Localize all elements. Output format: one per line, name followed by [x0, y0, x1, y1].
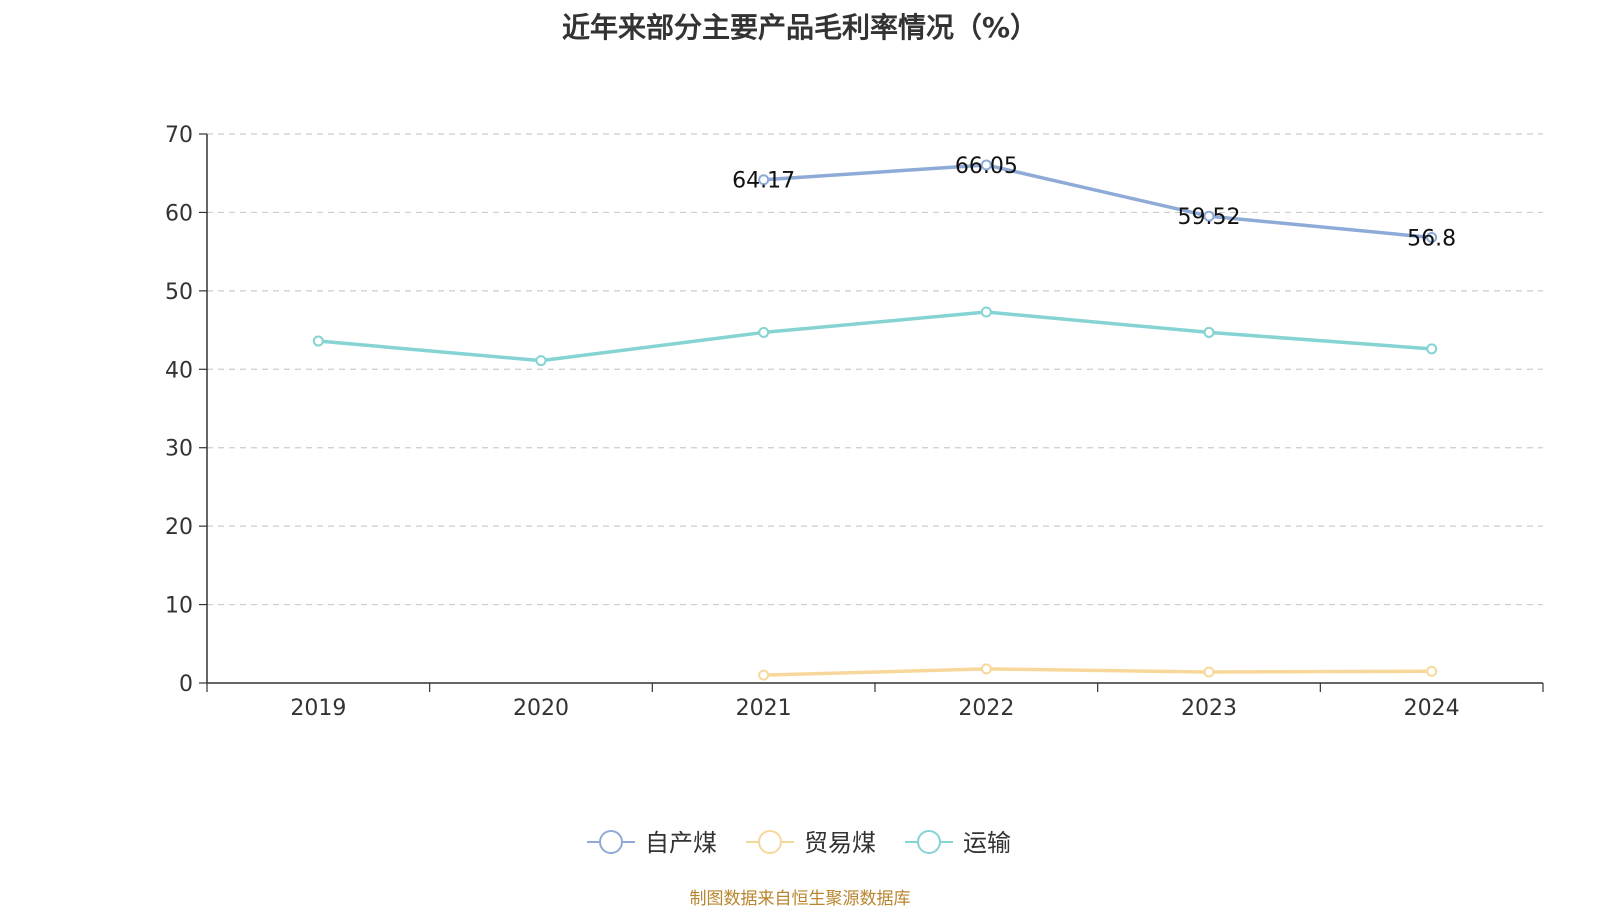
legend-marker-icon — [758, 830, 782, 854]
legend-item[interactable]: 自产煤 — [587, 829, 717, 857]
legend-item[interactable]: 运输 — [905, 829, 1011, 857]
chart-title: 近年来部分主要产品毛利率情况（%） — [561, 11, 1039, 44]
y-tick-label: 30 — [165, 437, 193, 462]
series-line — [763, 163, 1432, 240]
data-point — [1203, 326, 1215, 338]
legend-label: 贸易煤 — [804, 829, 876, 857]
x-tick-label: 2021 — [736, 696, 792, 721]
series-line — [318, 310, 1432, 363]
legend-item[interactable]: 贸易煤 — [746, 829, 876, 857]
data-label: 59.52 — [1178, 205, 1241, 230]
data-point — [1203, 666, 1215, 678]
y-tick-label: 40 — [165, 358, 193, 383]
series-line — [763, 667, 1432, 677]
legend-marker-icon — [917, 830, 941, 854]
data-point — [535, 355, 547, 367]
data-labels: 64.17 66.05 59.52 56.8 — [732, 154, 1456, 252]
data-point — [980, 306, 992, 318]
data-label: 64.17 — [732, 169, 795, 194]
data-point — [1203, 210, 1215, 222]
y-tick-label: 0 — [179, 672, 193, 697]
x-tick-label: 2022 — [958, 696, 1014, 721]
x-tick-label: 2023 — [1181, 696, 1237, 721]
source-note: 制图数据来自恒生聚源数据库 — [689, 889, 911, 909]
y-tick-label: 70 — [165, 123, 193, 148]
legend-label: 自产煤 — [645, 829, 717, 857]
y-tick-label: 20 — [165, 515, 193, 540]
data-point — [1426, 343, 1438, 355]
data-point — [758, 174, 770, 186]
y-tick-label: 10 — [165, 594, 193, 619]
data-point — [1426, 232, 1438, 244]
data-point — [1426, 665, 1438, 677]
x-tick-label: 2024 — [1404, 696, 1460, 721]
data-point — [758, 326, 770, 338]
x-tick-label: 2020 — [513, 696, 569, 721]
x-tick-label: 2019 — [290, 696, 346, 721]
legend-label: 运输 — [963, 829, 1011, 857]
legend[interactable]: 自产煤 贸易煤 运输 — [587, 829, 1011, 857]
data-label: 56.8 — [1407, 227, 1456, 252]
data-point — [980, 663, 992, 675]
axes: 0 10 20 30 40 50 60 70 2019 2020 2021 2022 2023 2024 — [165, 123, 1544, 721]
y-tick-label: 60 — [165, 201, 193, 226]
series-lines — [312, 159, 1438, 681]
y-tick-label: 50 — [165, 280, 193, 305]
data-point — [758, 669, 770, 681]
legend-marker-icon — [599, 830, 623, 854]
data-point — [312, 335, 324, 347]
data-point — [980, 159, 992, 171]
grid-lines — [207, 133, 1543, 606]
data-label: 66.05 — [955, 154, 1018, 179]
